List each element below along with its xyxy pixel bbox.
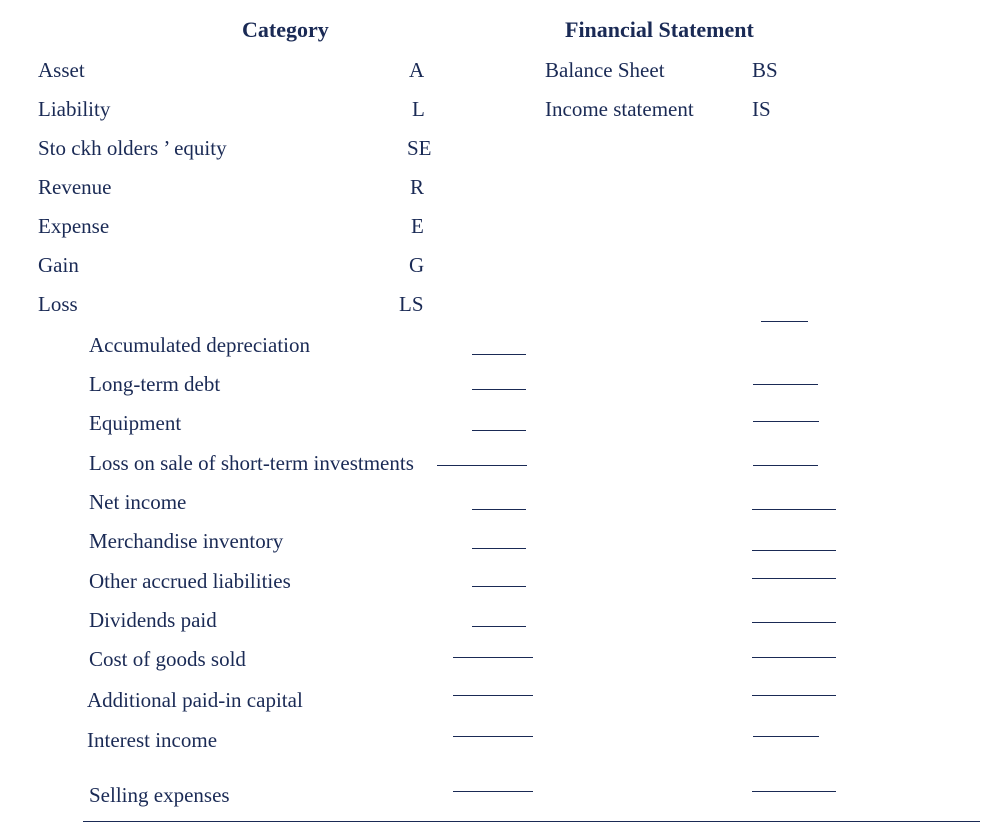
category-legend-code: G	[409, 253, 424, 278]
category-blank[interactable]	[472, 509, 526, 510]
category-legend-row: Revenue R	[38, 175, 438, 200]
fs-legend-label: Income statement	[545, 97, 694, 122]
category-legend-label: Revenue	[38, 175, 111, 200]
fs-blank[interactable]	[752, 622, 836, 623]
category-legend-code: L	[412, 97, 425, 122]
fs-blank[interactable]	[753, 736, 819, 737]
item-label: Interest income	[87, 728, 217, 753]
category-legend-code: A	[409, 58, 424, 83]
fs-blank[interactable]	[753, 421, 819, 422]
category-blank[interactable]	[437, 465, 527, 466]
category-blank[interactable]	[472, 586, 526, 587]
category-blank[interactable]	[453, 657, 533, 658]
fs-blank[interactable]	[752, 550, 836, 551]
category-blank[interactable]	[472, 626, 526, 627]
category-heading: Category	[242, 17, 329, 43]
item-label: Loss on sale of short-term investments	[89, 451, 414, 476]
category-legend-code: LS	[399, 292, 424, 317]
item-label: Net income	[89, 490, 186, 515]
fs-blank[interactable]	[752, 657, 836, 658]
financial-statement-heading: Financial Statement	[565, 17, 754, 43]
category-legend-row: Gain G	[38, 253, 438, 278]
fs-legend-code: BS	[752, 58, 778, 83]
item-label: Merchandise inventory	[89, 529, 283, 554]
category-blank[interactable]	[472, 548, 526, 549]
item-label: Cost of goods sold	[89, 647, 246, 672]
category-legend-label: Gain	[38, 253, 79, 278]
category-legend-label: Liability	[38, 97, 110, 122]
category-legend-label: Expense	[38, 214, 109, 239]
item-label: Other accrued liabilities	[89, 569, 291, 594]
fs-blank[interactable]	[752, 578, 836, 579]
category-legend-row: Expense E	[38, 214, 438, 239]
category-blank[interactable]	[472, 389, 526, 390]
category-legend-row: Asset A	[38, 58, 438, 83]
category-legend-label: Sto ckh olders ’ equity	[38, 136, 227, 161]
fs-legend-label: Balance Sheet	[545, 58, 665, 83]
item-label: Long-term debt	[89, 372, 220, 397]
fs-blank[interactable]	[753, 465, 818, 466]
category-legend-row: Liability L	[38, 97, 438, 122]
category-legend-label: Asset	[38, 58, 85, 83]
category-legend-label: Loss	[38, 292, 78, 317]
category-blank[interactable]	[472, 430, 526, 431]
category-blank[interactable]	[453, 791, 533, 792]
category-legend-code: R	[410, 175, 424, 200]
category-blank[interactable]	[472, 354, 526, 355]
item-label: Accumulated depreciation	[89, 333, 310, 358]
category-legend-row: Sto ckh olders ’ equity SE	[38, 136, 438, 161]
fs-blank[interactable]	[752, 695, 836, 696]
fs-blank[interactable]	[761, 321, 808, 322]
category-legend-row: Loss LS	[38, 292, 438, 317]
category-legend-code: E	[411, 214, 424, 239]
item-label: Dividends paid	[89, 608, 217, 633]
category-legend-code: SE	[407, 136, 432, 161]
fs-blank[interactable]	[752, 509, 836, 510]
category-blank[interactable]	[453, 736, 533, 737]
item-label: Equipment	[89, 411, 181, 436]
bottom-rule	[83, 821, 980, 822]
item-label: Selling expenses	[89, 783, 230, 808]
fs-legend-code: IS	[752, 97, 771, 122]
fs-blank[interactable]	[752, 791, 836, 792]
category-blank[interactable]	[453, 695, 533, 696]
item-label: Additional paid-in capital	[87, 688, 303, 713]
fs-blank[interactable]	[753, 384, 818, 385]
